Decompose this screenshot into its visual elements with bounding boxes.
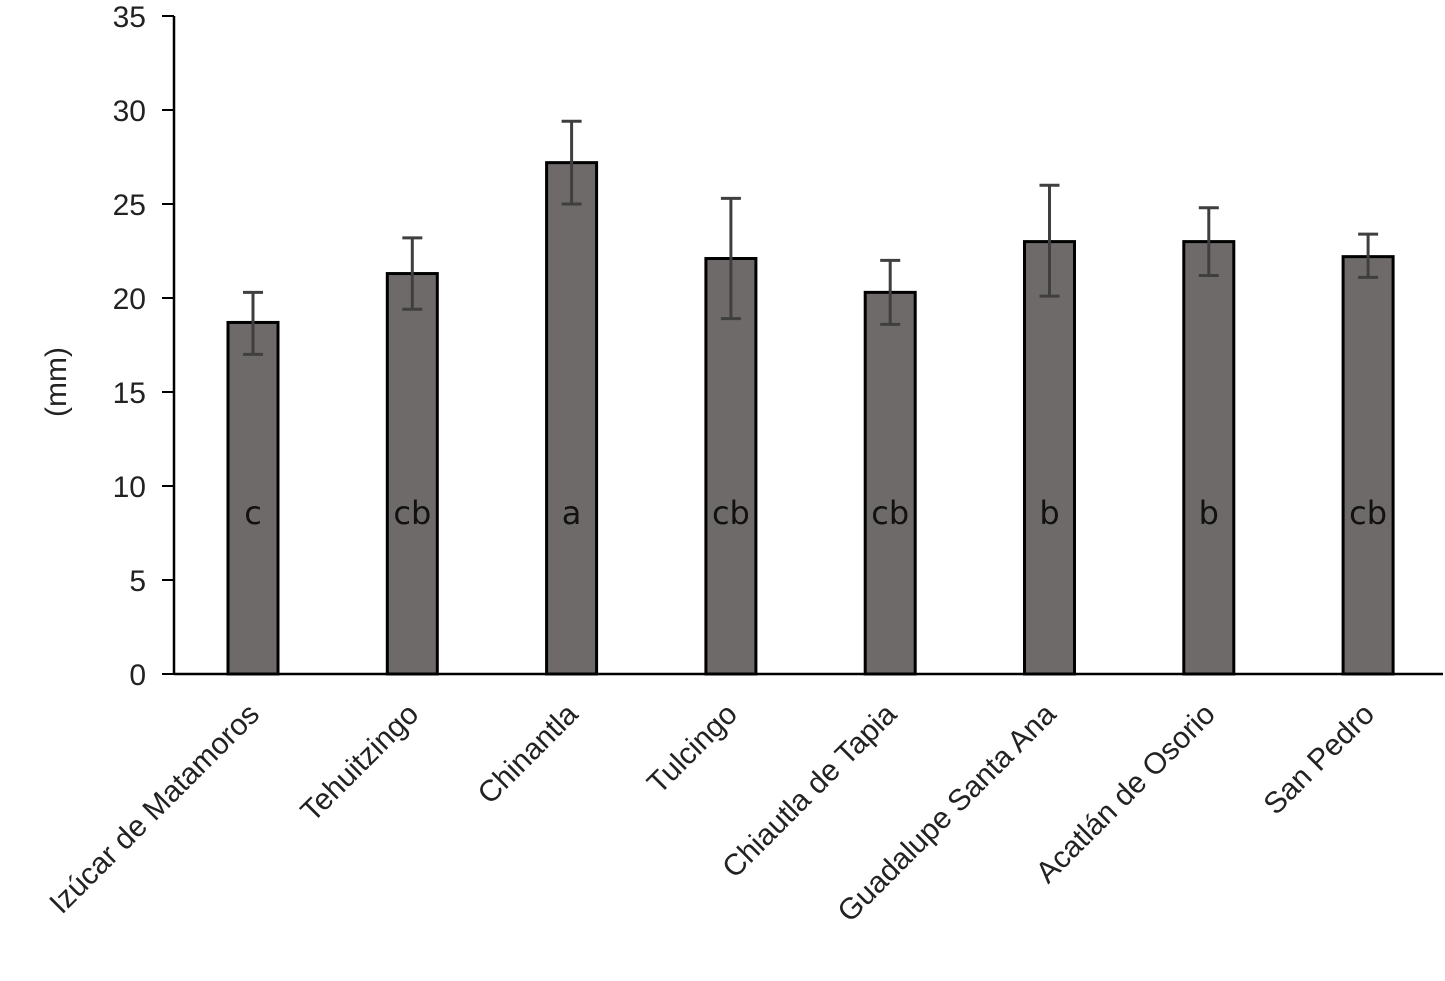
bar <box>704 257 758 676</box>
y-tick-label: 35 <box>113 1 146 34</box>
bar-letter-label: a <box>562 494 582 532</box>
bar-letter-label: cb <box>1349 494 1387 532</box>
bar-letter-label: b <box>1199 494 1219 532</box>
category-label: San Pedro <box>1257 698 1381 822</box>
category-labels-group: Izúcar de Matamoros Tehuitzingo Chinantla T… <box>43 697 1381 928</box>
error-bars-group <box>243 119 1379 356</box>
y-tick-label: 25 <box>113 189 146 222</box>
bar <box>1182 240 1236 676</box>
y-tick-label: 20 <box>113 283 146 316</box>
y-axis: 0 5 10 15 20 25 30 35 <box>113 1 176 692</box>
category-label: Izúcar de Matamoros <box>43 698 266 921</box>
bar <box>385 272 439 676</box>
y-tick-label: 30 <box>113 95 146 128</box>
category-label: Tulcingo <box>641 698 744 801</box>
bars-group <box>226 161 1395 676</box>
y-tick-label: 0 <box>129 659 146 692</box>
bar-letter-label: cb <box>712 494 750 532</box>
category-label: Acatlán de Osorio <box>1030 698 1222 890</box>
bar <box>1341 255 1395 676</box>
bar-letters-group: c cb a cb cb b b cb <box>244 494 1387 532</box>
bar-letter-label: cb <box>393 494 431 532</box>
category-label: Chinantla <box>472 697 585 810</box>
bar <box>863 290 917 676</box>
bar-letter-label: b <box>1039 494 1059 532</box>
y-tick-label: 10 <box>113 471 146 504</box>
category-label: Chiautla de Tapia <box>716 697 903 884</box>
bar <box>545 161 599 676</box>
y-tick-label: 15 <box>113 377 146 410</box>
bar <box>1023 240 1076 676</box>
bar-letter-label: cb <box>871 494 909 532</box>
bar-letter-label: c <box>244 494 262 532</box>
y-axis-title: (mm) <box>40 347 73 417</box>
category-label: Tehuitzingo <box>295 698 426 829</box>
y-tick-label: 5 <box>129 565 146 598</box>
